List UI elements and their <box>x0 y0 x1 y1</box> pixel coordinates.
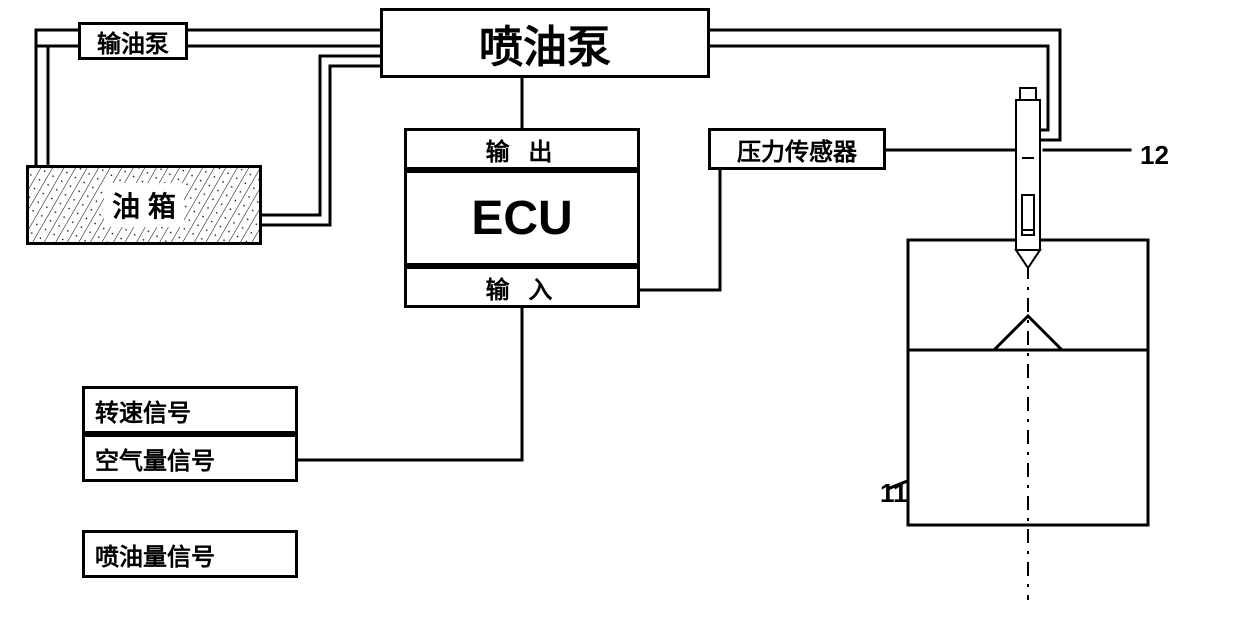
annotation-12: 12 <box>1140 140 1169 171</box>
ecu-input-label: 输 入 <box>486 270 559 305</box>
ecu-input-box: 输 入 <box>404 266 640 308</box>
annotation-11: 11 <box>880 478 908 509</box>
pressure-sensor-label: 压力传感器 <box>737 132 857 167</box>
ecu-output-box: 输 出 <box>404 128 640 170</box>
ecu-body-box: ECU <box>404 170 640 266</box>
signal-fuel-box: 喷油量信号 <box>82 530 298 578</box>
diagram-overlay <box>0 0 1240 618</box>
pressure-sensor-box: 压力传感器 <box>708 128 886 170</box>
signal-fuel-label: 喷油量信号 <box>95 537 215 572</box>
transfer-pump-label: 输油泵 <box>97 24 169 59</box>
signal-air-label: 空气量信号 <box>95 441 215 476</box>
fuel-tank-box: 油 箱 <box>26 165 262 245</box>
signal-speed-label: 转速信号 <box>95 393 191 428</box>
transfer-pump-box: 输油泵 <box>78 22 188 60</box>
injection-pump-label: 喷油泵 <box>479 11 611 75</box>
fuel-tank-label: 油 箱 <box>104 183 184 227</box>
ecu-output-label: 输 出 <box>486 132 559 167</box>
injector <box>1016 88 1040 268</box>
signal-air-box: 空气量信号 <box>82 434 298 482</box>
signal-speed-box: 转速信号 <box>82 386 298 434</box>
injection-pump-box: 喷油泵 <box>380 8 710 78</box>
cylinder <box>908 240 1148 525</box>
ecu-body-label: ECU <box>471 191 572 246</box>
